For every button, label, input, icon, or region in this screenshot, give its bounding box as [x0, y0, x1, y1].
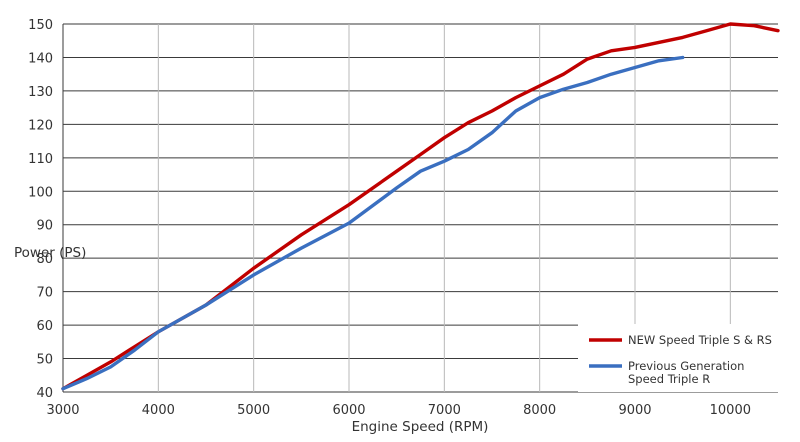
y-tick-label-11: 150 [28, 18, 53, 33]
y-tick-label-4: 80 [36, 252, 53, 267]
y-tick-labels: 40 50 60 70 80 90 100 110 120 130 140 150 [28, 18, 53, 401]
legend-label-0: NEW Speed Triple S & RS [628, 333, 772, 347]
y-tick-label-2: 60 [36, 319, 53, 334]
x-axis-label: Engine Speed (RPM) [352, 419, 489, 435]
x-tick-label-0: 3000 [46, 403, 79, 418]
y-tick-label-9: 130 [28, 85, 53, 100]
y-tick-label-3: 70 [36, 286, 53, 301]
x-tick-label-3: 6000 [332, 403, 365, 418]
x-tick-labels: 3000 4000 5000 6000 7000 8000 9000 10000 [46, 403, 751, 418]
x-tick-label-6: 9000 [618, 403, 651, 418]
y-tick-label-8: 120 [28, 118, 53, 133]
y-axis-label: Power (PS) [14, 245, 86, 261]
y-tick-label-7: 110 [28, 152, 53, 167]
legend-box [578, 324, 779, 392]
y-tick-label-10: 140 [28, 51, 53, 66]
y-tick-label-1: 50 [36, 353, 53, 368]
x-tick-label-1: 4000 [142, 403, 175, 418]
y-tick-label-0: 40 [36, 386, 53, 401]
legend: NEW Speed Triple S & RS Previous Generati… [578, 324, 779, 392]
series-lines [61, 22, 780, 391]
x-tick-label-2: 5000 [237, 403, 270, 418]
legend-label-1: Previous Generation Speed Triple R [628, 359, 744, 386]
x-tick-label-4: 7000 [428, 403, 461, 418]
y-tick-label-6: 100 [28, 185, 53, 200]
series-line-1 [61, 55, 685, 391]
x-tick-label-7: 10000 [710, 403, 751, 418]
y-tick-label-5: 90 [36, 219, 53, 234]
x-tick-label-5: 8000 [523, 403, 556, 418]
